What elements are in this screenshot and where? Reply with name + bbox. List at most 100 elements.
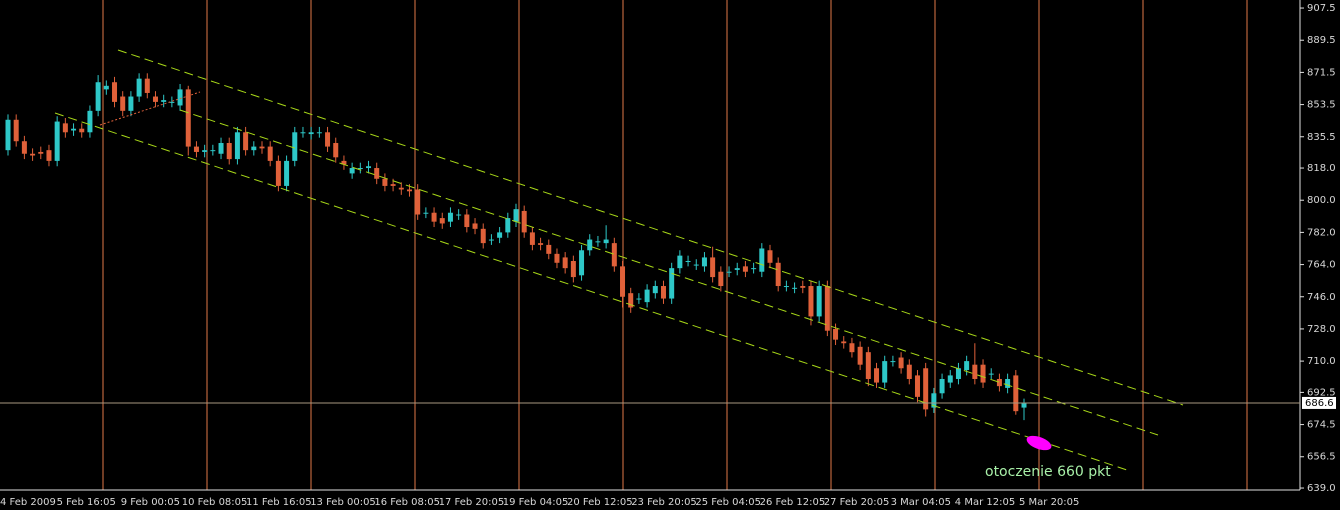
x-tick-label: 23 Feb 20:05	[631, 497, 697, 508]
candle-body	[1021, 402, 1027, 408]
candle-body	[87, 110, 93, 133]
candle-body	[423, 212, 429, 214]
candle-body	[46, 150, 52, 161]
y-tick-label: 656.5	[1307, 452, 1336, 463]
candle-body	[865, 352, 871, 379]
candle-body	[357, 168, 363, 170]
candle-body	[456, 214, 462, 216]
current-price-label: 686.6	[1305, 398, 1334, 409]
x-tick-label: 11 Feb 16:05	[246, 497, 312, 508]
y-tick-label: 639.0	[1307, 483, 1336, 494]
x-tick-label: 27 Feb 20:05	[824, 497, 890, 508]
candle-body	[718, 271, 724, 287]
y-tick-label: 818.0	[1307, 163, 1336, 174]
channel-lower	[54, 112, 1128, 471]
x-tick-label: 17 Feb 20:05	[439, 497, 505, 508]
candle-body	[562, 257, 568, 269]
x-tick-label: 3 Mar 04:05	[891, 497, 951, 508]
y-tick-label: 710.0	[1307, 356, 1336, 367]
x-tick-label: 26 Feb 12:05	[760, 497, 826, 508]
candle-body	[292, 132, 298, 161]
candle-body	[1013, 375, 1019, 412]
candle-body	[849, 343, 855, 353]
x-tick-label: 9 Feb 00:05	[121, 497, 180, 508]
candle-body	[300, 132, 306, 134]
candle-body	[644, 289, 650, 303]
y-tick-label: 889.5	[1307, 35, 1336, 46]
marks	[5, 73, 1027, 421]
y-tick-label: 728.0	[1307, 324, 1336, 335]
candle-body	[210, 150, 216, 152]
candle-body	[415, 189, 421, 215]
candle-body	[620, 266, 626, 297]
candle-body	[152, 96, 158, 102]
candle-body	[882, 361, 888, 383]
candle-body	[349, 168, 355, 174]
candle-body	[554, 253, 560, 263]
current-price-box	[1302, 396, 1336, 409]
candle-body	[579, 250, 585, 276]
candle-body	[628, 293, 634, 308]
candle-body	[54, 121, 60, 161]
candle-body	[833, 328, 839, 340]
candle-body	[185, 89, 191, 147]
y-tick-label: 764.0	[1307, 260, 1336, 271]
candle-body	[431, 212, 437, 222]
y-tick-label: 692.5	[1307, 387, 1336, 398]
candle-body	[923, 368, 929, 410]
candle-body	[120, 96, 126, 111]
candle-body	[226, 143, 232, 160]
candle-body	[95, 82, 101, 111]
x-tick-label: 20 Feb 12:05	[567, 497, 633, 508]
candle-body	[660, 286, 666, 299]
candle-body	[914, 375, 920, 397]
candle-body	[103, 85, 109, 90]
candle-body	[595, 241, 601, 243]
candle-body	[464, 214, 470, 228]
candle-body	[898, 357, 904, 369]
candle-body	[808, 286, 814, 317]
candle-body	[1005, 378, 1011, 388]
candle-body	[685, 260, 691, 262]
candle-body	[939, 378, 945, 394]
candle-body	[906, 364, 912, 379]
candle-body	[841, 341, 847, 344]
y-tick-label: 835.5	[1307, 132, 1336, 143]
candle-body	[701, 257, 707, 267]
candle-body	[734, 268, 740, 270]
candle-body	[488, 239, 494, 241]
candle-body	[726, 271, 732, 273]
x-tick-label: 5 Mar 20:05	[1019, 497, 1079, 508]
candle-body	[267, 146, 273, 161]
candle-body	[767, 250, 773, 263]
target-marker	[1026, 435, 1052, 451]
candle-body	[398, 187, 404, 190]
candle-body	[480, 228, 486, 244]
candle-body	[169, 101, 175, 103]
candle-body	[251, 146, 257, 151]
candle-body	[447, 212, 453, 222]
candle-body	[325, 132, 331, 147]
candle-body	[792, 287, 798, 289]
candle-body	[521, 210, 527, 233]
candle-body	[529, 232, 535, 245]
candle-body	[800, 286, 806, 288]
candle-body	[751, 268, 757, 270]
candle-body	[742, 266, 748, 272]
candle-body	[374, 168, 380, 179]
candle-body	[284, 160, 290, 186]
candle-body	[62, 123, 68, 133]
candle-body	[13, 119, 19, 142]
candle-body	[538, 243, 544, 245]
x-tick-label: 5 Feb 16:05	[57, 497, 116, 508]
candle-body	[980, 364, 986, 383]
candle-body	[366, 166, 372, 169]
candle-body	[193, 146, 199, 152]
candle-body	[144, 78, 150, 93]
y-tick-label: 853.5	[1307, 100, 1336, 111]
candle-body	[497, 232, 503, 238]
candle-body	[218, 143, 224, 154]
candle-body	[333, 143, 339, 158]
